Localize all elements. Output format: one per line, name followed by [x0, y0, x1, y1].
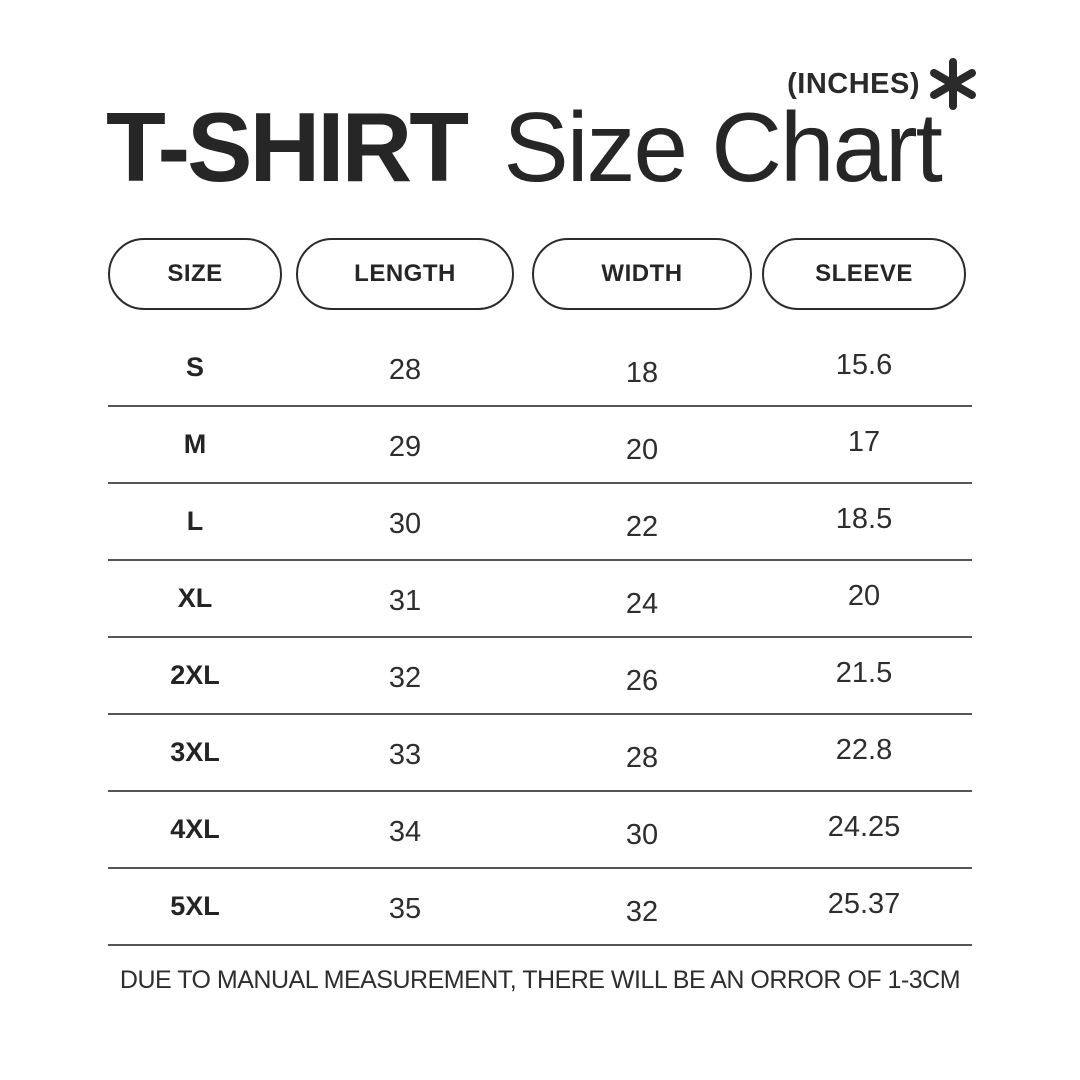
length-cell: 35: [388, 893, 422, 925]
size-cell: XL: [177, 583, 213, 613]
column-pill-size: SIZE: [108, 238, 282, 310]
sleeve-cell: 25.37: [827, 888, 901, 920]
length-cell: 28: [388, 354, 422, 386]
table-row: 5XL 35 32 25.37: [108, 869, 972, 946]
length-cell: 29: [388, 431, 422, 463]
column-pill-length: LENGTH: [296, 238, 514, 310]
size-cell: 3XL: [170, 737, 220, 767]
sleeve-cell: 24.25: [827, 811, 901, 843]
size-cell: L: [186, 506, 204, 536]
size-cell: 5XL: [170, 891, 220, 921]
width-cell: 28: [625, 742, 659, 774]
width-cell: 30: [625, 819, 659, 851]
table-row: XL 31 24 20: [108, 561, 972, 638]
page-title-bold: T-SHIRT: [106, 92, 469, 202]
sleeve-cell: 17: [847, 426, 881, 458]
size-table-body: S 28 18 15.6 M 29 20 17 L 30 22 18.5 XL …: [108, 330, 972, 946]
column-header-row: SIZE LENGTH WIDTH SLEEVE: [108, 238, 972, 310]
table-row: 3XL 33 28 22.8: [108, 715, 972, 792]
length-cell: 33: [388, 739, 422, 771]
size-cell: S: [185, 352, 204, 382]
width-cell: 26: [625, 665, 659, 697]
width-cell: 32: [625, 896, 659, 928]
table-row: M 29 20 17: [108, 407, 972, 484]
table-row: 2XL 32 26 21.5: [108, 638, 972, 715]
asterisk-icon: [930, 58, 976, 110]
width-cell: 18: [625, 357, 659, 389]
length-cell: 34: [388, 816, 422, 848]
size-cell: 2XL: [170, 660, 220, 690]
unit-label: (INCHES): [787, 67, 920, 100]
width-cell: 22: [625, 511, 659, 543]
column-pill-width: WIDTH: [532, 238, 752, 310]
size-cell: M: [183, 429, 207, 459]
sleeve-cell: 20: [847, 580, 881, 612]
length-cell: 32: [388, 662, 422, 694]
sleeve-cell: 22.8: [835, 734, 893, 766]
column-pill-sleeve: SLEEVE: [762, 238, 966, 310]
measurement-footnote: DUE TO MANUAL MEASUREMENT, THERE WILL BE…: [119, 966, 961, 994]
page-title-regular: Size Chart: [503, 92, 943, 202]
sleeve-cell: 18.5: [835, 503, 893, 535]
sleeve-cell: 15.6: [835, 349, 893, 381]
sleeve-cell: 21.5: [835, 657, 893, 689]
table-row: 4XL 34 30 24.25: [108, 792, 972, 869]
size-cell: 4XL: [170, 814, 220, 844]
length-cell: 30: [388, 508, 422, 540]
width-cell: 20: [625, 434, 659, 466]
width-cell: 24: [625, 588, 659, 620]
table-row: S 28 18 15.6: [108, 330, 972, 407]
table-row: L 30 22 18.5: [108, 484, 972, 561]
unit-row: (INCHES): [787, 56, 978, 112]
page-title: T-SHIRT Size Chart: [106, 98, 943, 196]
length-cell: 31: [388, 585, 422, 617]
